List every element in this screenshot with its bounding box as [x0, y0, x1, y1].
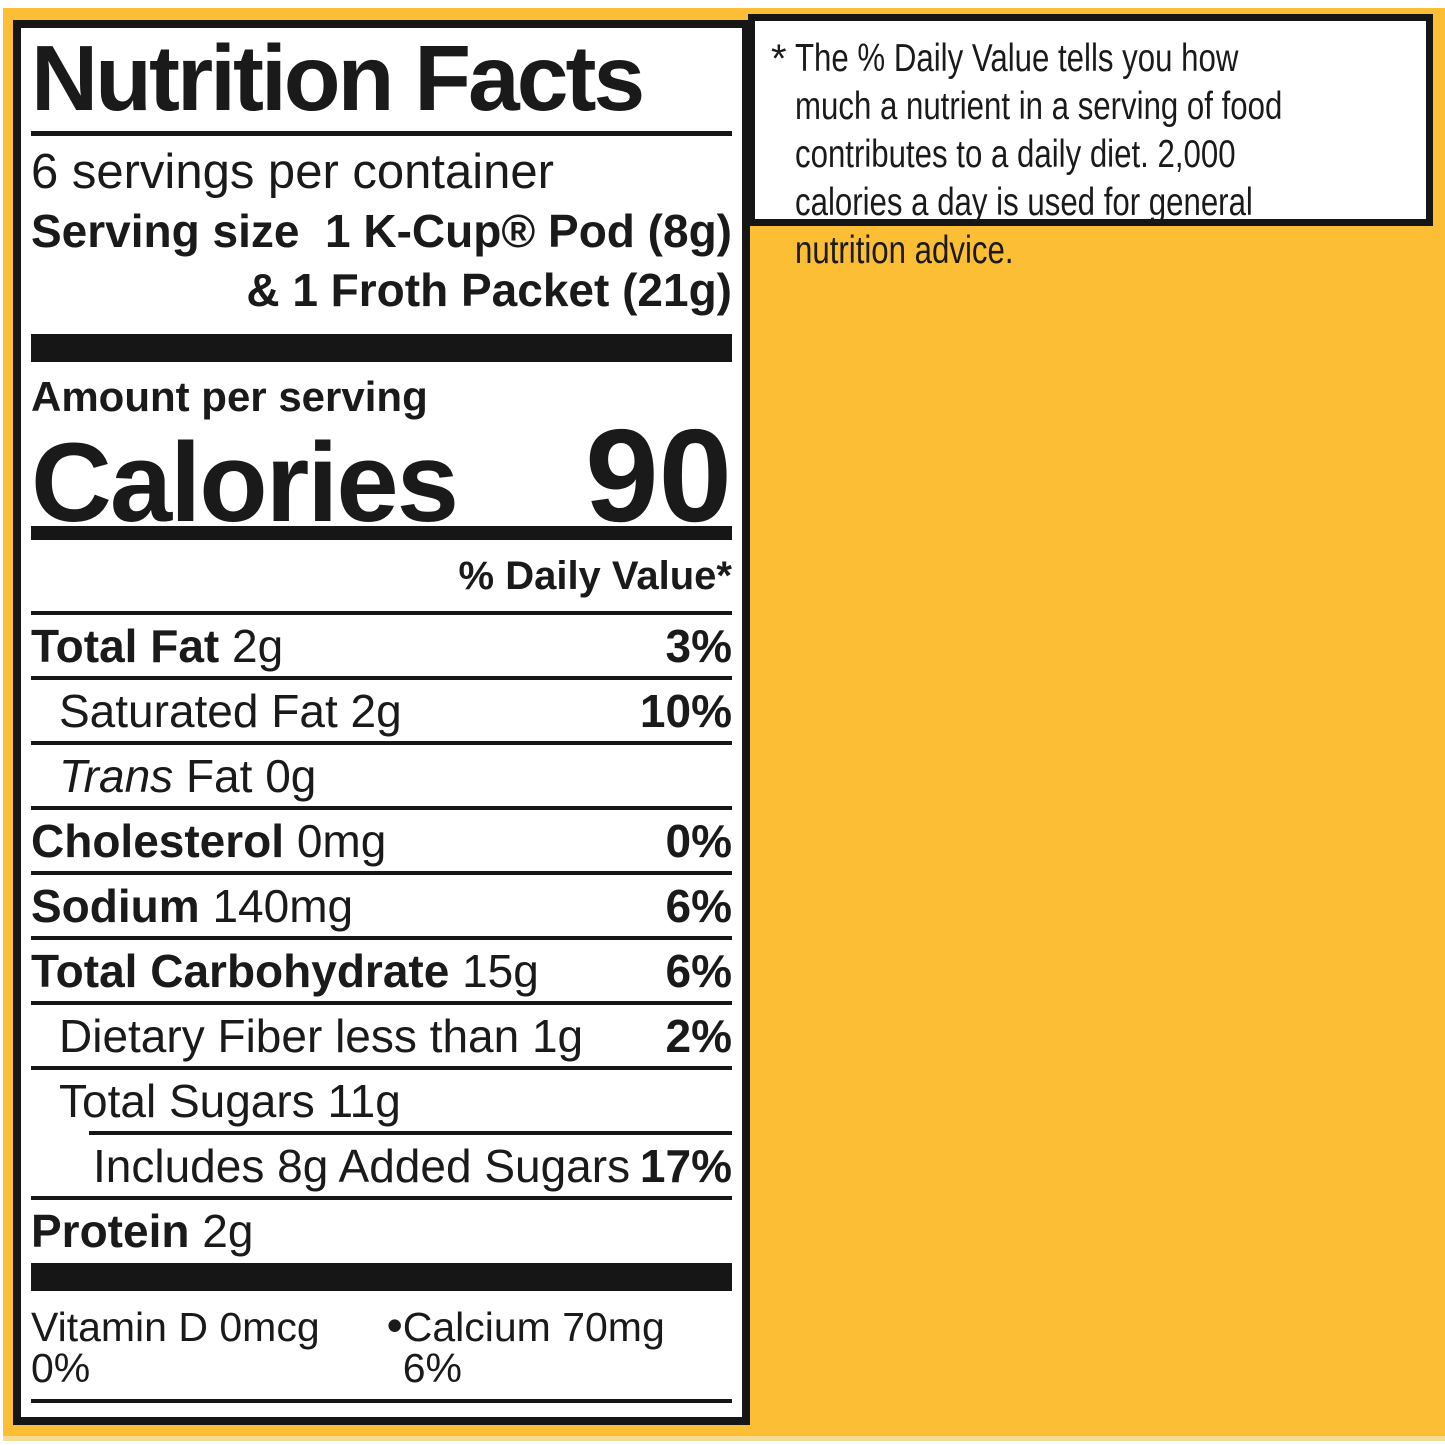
nutrient-amount: 2g — [350, 685, 402, 738]
nutrient-name: Protein — [31, 1205, 190, 1258]
nutrient-row-total-fat: Total Fat 2g 3% — [31, 615, 732, 681]
nutrient-amount: less than 1g — [335, 1010, 584, 1063]
thick-divider-bottom — [31, 1263, 732, 1292]
calories-value: 90 — [585, 402, 732, 550]
nutrient-row-added-sugars: Includes 8g Added Sugars 17% — [31, 1135, 732, 1201]
nutrition-facts-title: Nutrition Facts — [31, 30, 732, 136]
vitamin-d-value: Vitamin D 0mcg 0% — [31, 1304, 320, 1392]
nutrient-row-total-sugars: Total Sugars 11g — [31, 1070, 732, 1131]
iron-value: Iron 1mg 6% — [31, 1419, 263, 1425]
nutrient-daily-value: 6% — [665, 945, 732, 998]
nutrient-amount: 0mg — [296, 815, 387, 868]
micronutrient-row-vitamins: Vitamin D 0mcg 0% • Calcium 70mg 6% — [31, 1291, 732, 1404]
serving-size-value-line1: 1 K-Cup® Pod (8g) — [325, 205, 732, 258]
daily-value-header: % Daily Value* — [31, 540, 732, 616]
nutrition-facts-panel: Nutrition Facts 6 servings per container… — [13, 20, 750, 1425]
nutrient-row-saturated-fat: Saturated Fat 2g 10% — [31, 680, 732, 746]
medium-divider — [31, 526, 732, 541]
nutrient-amount: 11g — [327, 1075, 401, 1128]
calories-label: Calories — [31, 420, 459, 546]
footnote-asterisk: * — [771, 37, 787, 81]
nutrient-name: Cholesterol — [31, 815, 285, 868]
nutrient-name: Sodium — [31, 880, 200, 933]
serving-size-label: Serving size — [31, 205, 300, 258]
nutrient-name: Fat 0g — [185, 750, 317, 803]
footnote-text: The % Daily Value tells you how much a n… — [794, 37, 1282, 272]
amount-per-serving-label: Amount per serving — [31, 372, 428, 420]
nutrient-daily-value: 10% — [639, 685, 732, 738]
calcium-value: Calcium 70mg 6% — [402, 1304, 665, 1392]
nutrient-daily-value: 6% — [665, 880, 732, 933]
nutrient-row-dietary-fiber: Dietary Fiber less than 1g 2% — [31, 1005, 732, 1071]
nutrient-daily-value: 0% — [665, 815, 732, 868]
nutrient-row-protein: Protein 2g — [31, 1200, 732, 1261]
nutrient-name: Saturated Fat — [59, 685, 338, 738]
serving-size-value-line2: & 1 Froth Packet (21g) — [246, 263, 732, 316]
thick-divider-top — [31, 333, 732, 362]
calories-row: Calories 90 — [31, 410, 732, 542]
nutrient-daily-value: 2% — [665, 1010, 732, 1063]
nutrient-amount: 15g — [462, 945, 539, 998]
nutrient-row-sodium: Sodium 140mg 6% — [31, 875, 732, 941]
nutrient-row-total-carbohydrate: Total Carbohydrate 15g 6% — [31, 940, 732, 1006]
nutrient-name: Total Carbohydrate — [31, 945, 450, 998]
nutrient-name: Total Fat — [31, 620, 220, 673]
nutrient-amount: 140mg — [212, 880, 354, 933]
nutrient-name: Includes 8g Added Sugars — [93, 1140, 631, 1193]
daily-value-footnote-box: * The % Daily Value tells you how much a… — [748, 14, 1433, 272]
servings-per-container: 6 servings per container — [31, 144, 554, 199]
potassium-value: Potassium 190mg 4% — [333, 1419, 732, 1425]
serving-size-block: Serving size 1 K-Cup® Pod (8g) & 1 Froth… — [31, 202, 732, 320]
nutrient-name: Dietary Fiber — [59, 1010, 323, 1063]
micronutrient-row-minerals: Iron 1mg 6% • Potassium 190mg 4% — [31, 1403, 732, 1425]
nutrient-row-trans-fat: Trans Fat 0g — [31, 745, 732, 811]
nutrient-amount: 2g — [202, 1205, 254, 1258]
nutrient-daily-value: 17% — [639, 1140, 732, 1193]
nutrient-name-italic: Trans — [59, 750, 174, 803]
nutrient-name: Total Sugars — [59, 1075, 315, 1128]
bullet-separator: • — [386, 1299, 403, 1352]
nutrient-daily-value: 3% — [665, 620, 732, 673]
nutrient-row-cholesterol: Cholesterol 0mg 0% — [31, 810, 732, 876]
nutrient-amount: 2g — [232, 620, 284, 673]
bottom-edge-strip — [3, 1436, 1445, 1441]
added-sugars-divider — [89, 1131, 732, 1136]
bullet-separator: • — [290, 1414, 306, 1417]
